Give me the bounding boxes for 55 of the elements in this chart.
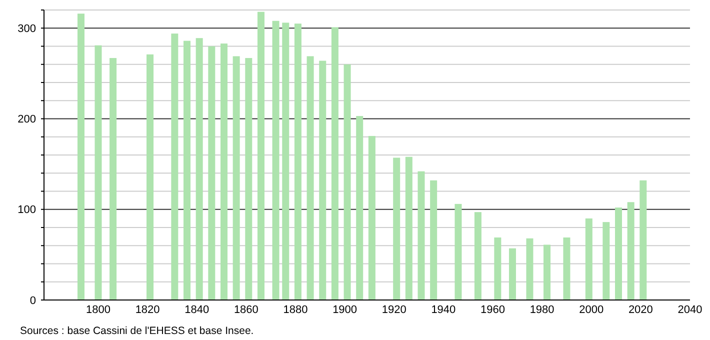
bar (474, 212, 482, 300)
bar (232, 56, 240, 300)
bar (220, 44, 228, 300)
bar (344, 64, 351, 300)
bar (356, 116, 364, 300)
x-tick-label: 1920 (382, 304, 406, 316)
bar (640, 180, 647, 300)
bar (146, 54, 154, 300)
x-tick-label: 1880 (283, 304, 308, 316)
x-tick-label: 2020 (628, 304, 653, 316)
bar (543, 244, 550, 300)
bar (526, 238, 534, 300)
bar (405, 156, 412, 300)
bar (494, 237, 502, 300)
x-tick-label: 1820 (135, 304, 160, 316)
x-tick-label: 1900 (332, 304, 358, 316)
bar (245, 58, 252, 300)
bar (282, 22, 290, 300)
bar (257, 12, 264, 300)
bar (508, 248, 516, 300)
bar (331, 27, 338, 300)
bar (585, 218, 592, 300)
y-tick-label: 200 (18, 114, 36, 126)
x-tick-label: 1960 (480, 304, 505, 316)
bar (563, 237, 570, 300)
bar (306, 56, 314, 300)
bar (196, 38, 203, 300)
bar (110, 58, 117, 300)
bar (294, 24, 302, 300)
bar (368, 136, 376, 300)
bar (430, 180, 438, 300)
x-tick-label: 1940 (431, 304, 456, 316)
y-tick-label: 100 (18, 204, 36, 216)
bar (208, 46, 216, 300)
bar (614, 208, 622, 300)
y-tick-label: 300 (18, 22, 36, 35)
x-tick-label: 1980 (530, 304, 554, 316)
bar (627, 202, 634, 300)
bar (272, 20, 280, 300)
bar (184, 40, 191, 300)
x-tick-label: 1860 (234, 304, 258, 316)
bar (393, 158, 400, 300)
bar (171, 34, 178, 300)
x-tick-label: 2040 (678, 304, 702, 316)
y-tick-label: 0 (30, 294, 36, 307)
bar (319, 60, 326, 300)
source-note: Sources : base Cassini de l'EHESS et base Insee. (20, 325, 254, 337)
x-tick-label: 1840 (184, 304, 210, 316)
bar (418, 171, 425, 300)
bar (454, 204, 462, 300)
x-tick-label: 1800 (86, 304, 110, 316)
bar (94, 45, 102, 300)
x-tick-label: 2000 (579, 304, 604, 316)
bar (77, 14, 84, 300)
bar (602, 222, 610, 300)
